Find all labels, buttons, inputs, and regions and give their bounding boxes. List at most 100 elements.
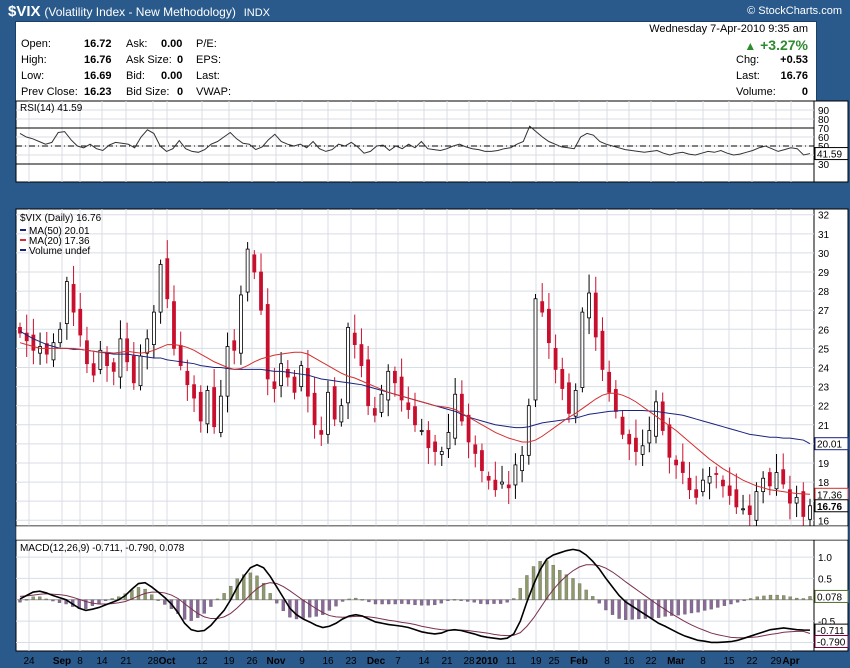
macd-last-box xyxy=(814,634,849,648)
candle-body xyxy=(198,391,203,422)
macd-histogram-bar xyxy=(545,560,549,600)
x-tick-label: Dec xyxy=(367,656,386,667)
candle-body xyxy=(399,376,404,401)
x-tick-label: 14 xyxy=(96,656,108,667)
macd-histogram-bar xyxy=(163,599,167,605)
macd-histogram-bar xyxy=(558,570,562,600)
candle-body xyxy=(38,346,42,354)
candle-body xyxy=(600,330,605,370)
candle-body xyxy=(58,328,63,344)
macd-title: MACD(12,26,9) -0.711, -0.790, 0.078 xyxy=(20,543,185,554)
macd-histogram-bar xyxy=(222,593,226,600)
x-tick-label: 25 xyxy=(548,656,560,667)
macd-histogram-bar xyxy=(373,599,378,605)
macd-histogram-bar xyxy=(406,599,411,605)
candle-body xyxy=(667,424,672,458)
candle-body xyxy=(319,430,324,435)
candle-body xyxy=(453,393,458,439)
macd-histogram-bar xyxy=(209,599,213,607)
candle-body xyxy=(480,450,484,472)
chg-value: +0.53 xyxy=(780,54,808,66)
macd-histogram-bar xyxy=(321,599,325,615)
vwap-label: VWAP: xyxy=(196,86,232,98)
price-title: $VIX (Daily) 16.76 xyxy=(20,213,102,224)
candle-body xyxy=(587,292,591,319)
candle-body xyxy=(413,406,417,426)
candle-body xyxy=(607,371,612,393)
candle-body xyxy=(660,401,665,431)
bid-value: 0.00 xyxy=(161,70,183,82)
price-tick-label: 28 xyxy=(818,287,830,298)
macd-histogram-bar xyxy=(591,596,595,600)
macd-histogram-bar xyxy=(683,599,687,615)
macd-histogram-bar xyxy=(650,599,654,619)
candle-body xyxy=(788,489,792,504)
rsi-tick-label: 80 xyxy=(818,115,830,126)
macd-histogram-bar xyxy=(689,599,694,614)
macd-histogram-bar xyxy=(419,599,424,606)
macd-histogram-bar xyxy=(775,594,779,600)
macd-histogram-bar xyxy=(24,599,29,601)
exchange: INDX xyxy=(243,7,271,19)
bid-size-value: 0 xyxy=(177,86,184,98)
candle-body xyxy=(165,258,170,300)
macd-histogram-bar xyxy=(400,599,404,604)
macd-histogram-bar xyxy=(51,599,55,602)
chg-label: Chg: xyxy=(736,54,760,66)
x-tick-label: 29 xyxy=(770,656,782,667)
x-tick-label: 19 xyxy=(223,656,235,667)
price-tick-label: 29 xyxy=(818,268,830,279)
candle-body xyxy=(654,401,658,437)
macd-histogram-bar xyxy=(782,595,786,600)
open-value: 16.72 xyxy=(84,38,112,50)
x-tick-label: 11 xyxy=(506,656,517,667)
macd-histogram-bar xyxy=(610,599,615,615)
prev-close-value: 16.23 xyxy=(84,86,112,98)
chart-title: $VIX (Volatility Index - New Methodology… xyxy=(8,3,270,20)
candle-body xyxy=(721,479,725,487)
x-tick-label: 28 xyxy=(147,656,159,667)
macd-histogram-bar xyxy=(182,599,187,620)
candle-body xyxy=(205,390,210,425)
candle-body xyxy=(272,381,277,389)
candle-body xyxy=(439,451,444,455)
candle-body xyxy=(754,491,759,521)
price-last-label: 20.01 xyxy=(817,440,842,451)
candle-body xyxy=(794,496,799,504)
macd-histogram-bar xyxy=(538,561,542,600)
macd-histogram-bar xyxy=(393,599,397,605)
candle-body xyxy=(111,362,116,372)
price-last-label: 16.76 xyxy=(817,502,842,513)
candle-body xyxy=(386,370,391,401)
candle-body xyxy=(252,254,257,273)
price-tick-label: 18 xyxy=(818,478,830,489)
prev-close-label: Prev Close: xyxy=(21,86,78,98)
candle-body xyxy=(239,294,243,354)
candle-body xyxy=(620,416,625,435)
macd-histogram-bar xyxy=(367,599,371,603)
macd-histogram-bar xyxy=(275,599,279,604)
macd-histogram-bar xyxy=(729,599,733,605)
candle-body xyxy=(265,304,270,380)
macd-histogram-bar xyxy=(327,599,332,611)
x-tick-label: 26 xyxy=(246,656,258,667)
macd-histogram-bar xyxy=(742,599,746,601)
x-tick-label: 22 xyxy=(746,656,758,667)
macd-tick-label: 1.0 xyxy=(818,553,832,564)
macd-histogram-bar xyxy=(261,582,266,600)
macd-histogram-bar xyxy=(18,599,22,603)
x-tick-label: 8 xyxy=(604,656,610,667)
candle-body xyxy=(734,489,739,508)
macd-histogram-bar xyxy=(768,594,773,600)
macd-histogram-bar xyxy=(31,596,35,600)
macd-last-box xyxy=(814,589,849,603)
macd-histogram-bar xyxy=(709,599,713,610)
candle-body xyxy=(694,489,699,498)
price-last-box xyxy=(814,499,849,513)
macd-histogram-bar xyxy=(360,599,364,601)
macd-histogram-bar xyxy=(518,588,522,600)
candle-body xyxy=(801,491,806,517)
macd-histogram-bar xyxy=(749,598,753,600)
price-tick-label: 32 xyxy=(818,211,830,222)
